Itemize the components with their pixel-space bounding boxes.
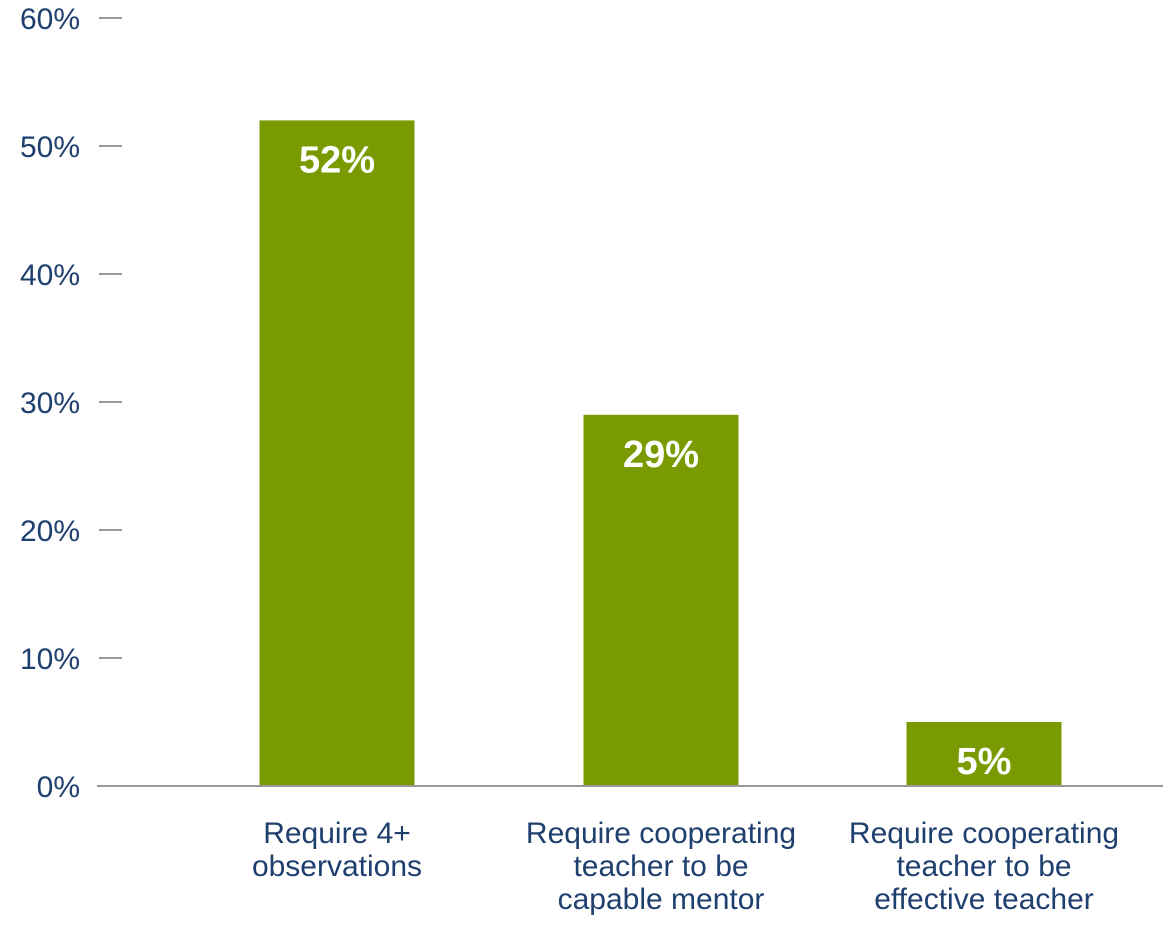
x-category-label-line: Require 4+ (263, 817, 411, 850)
y-tick-label: 0% (37, 771, 80, 804)
x-category-label-line: effective teacher (874, 883, 1094, 916)
y-tick-label: 30% (20, 387, 80, 420)
x-category-label: Require 4+ observations (252, 817, 422, 883)
x-category-label: Require cooperating teacher to be effectiv… (849, 817, 1119, 916)
bar-data-label: 5% (957, 741, 1012, 783)
bar-data-label: 52% (299, 139, 375, 181)
x-category-label-line: Require cooperating (849, 817, 1119, 850)
y-tick-label: 40% (20, 259, 80, 292)
x-category-label-line: capable mentor (558, 883, 765, 916)
y-tick-label: 10% (20, 643, 80, 676)
y-tick-label: 60% (20, 3, 80, 36)
x-category-label-line: teacher to be (573, 850, 748, 883)
y-tick-label: 20% (20, 515, 80, 548)
x-category-label: Require cooperating teacher to be capable … (526, 817, 796, 916)
x-axis-labels: Require 4+ observations Require cooperatin… (252, 817, 1119, 916)
bar (583, 414, 739, 786)
x-category-label-line: observations (252, 850, 422, 883)
bar (259, 120, 415, 786)
y-tick-label: 50% (20, 131, 80, 164)
bar (906, 722, 1062, 786)
y-axis: 0% 10% 20% 30% 40% 50% 60% (20, 3, 122, 804)
bars: 52% 29% 5% (259, 120, 1062, 786)
bar-data-label: 29% (623, 434, 699, 476)
x-category-label-line: Require cooperating (526, 817, 796, 850)
x-category-label-line: teacher to be (896, 850, 1071, 883)
